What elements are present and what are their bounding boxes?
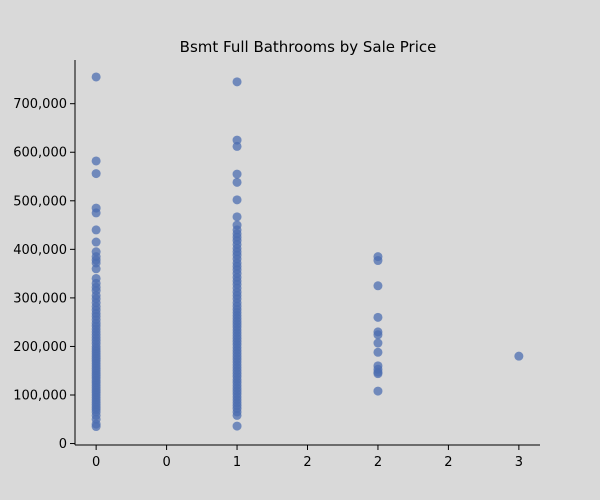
data-point (373, 386, 383, 396)
data-point (373, 281, 383, 291)
chart-title: Bsmt Full Bathrooms by Sale Price (180, 38, 437, 56)
y-tick-label: 100,000 (13, 388, 67, 403)
x-tick-label: 2 (444, 455, 452, 470)
y-tick-label: 400,000 (13, 243, 67, 258)
y-tick-label: 0 (59, 437, 67, 452)
data-point (91, 264, 101, 274)
data-point (232, 410, 242, 420)
data-point (232, 141, 242, 151)
data-point (373, 256, 383, 266)
data-point (232, 421, 242, 431)
y-tick-label: 600,000 (13, 146, 67, 161)
data-point (232, 212, 242, 222)
data-point (373, 312, 383, 322)
x-tick-label: 2 (303, 455, 311, 470)
x-tick-label: 0 (92, 455, 100, 470)
y-tick-label: 700,000 (13, 97, 67, 112)
x-tick-label: 1 (233, 455, 241, 470)
data-points (91, 72, 524, 432)
data-point (232, 195, 242, 205)
x-tick-label: 0 (162, 455, 170, 470)
data-point (232, 169, 242, 179)
data-point (91, 156, 101, 166)
data-point (91, 208, 101, 218)
y-tick-label: 300,000 (13, 291, 67, 306)
data-point (373, 330, 383, 340)
x-axis-ticks: 0 0 1 2 2 2 3 (92, 445, 523, 470)
y-tick-label: 200,000 (13, 340, 67, 355)
y-tick-label: 500,000 (13, 194, 67, 209)
y-axis-ticks: 0 100,000 200,000 300,000 400,000 500,000 600,… (13, 97, 75, 452)
data-point (514, 351, 524, 361)
data-point (232, 135, 242, 145)
data-point (91, 237, 101, 247)
data-point (373, 338, 383, 348)
data-point (232, 177, 242, 187)
data-point (91, 422, 101, 432)
data-point (91, 169, 101, 179)
data-point (373, 347, 383, 357)
data-point (91, 72, 101, 82)
x-tick-label: 3 (515, 455, 523, 470)
data-point (232, 77, 242, 87)
x-tick-label: 2 (374, 455, 382, 470)
data-point (91, 225, 101, 235)
data-point (373, 369, 383, 379)
